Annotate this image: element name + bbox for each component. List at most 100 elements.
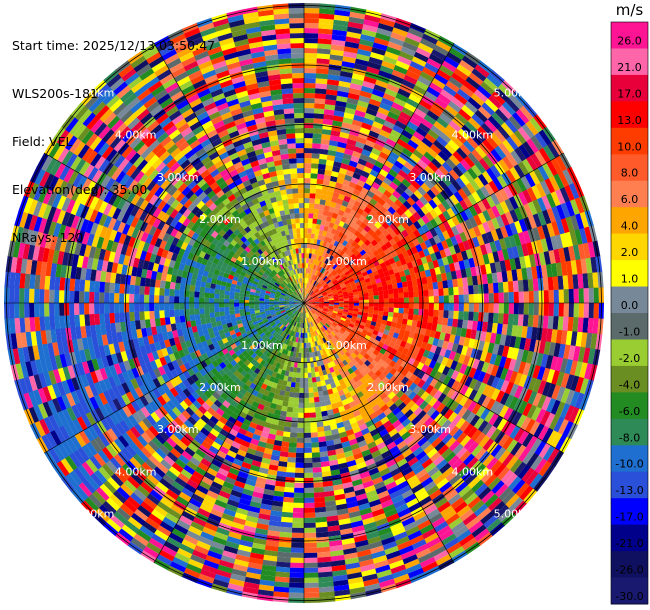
velocity-gate: [453, 303, 459, 312]
velocity-gate: [384, 210, 393, 219]
velocity-gate: [304, 338, 307, 343]
velocity-gate: [317, 277, 322, 283]
velocity-gate: [368, 295, 374, 300]
velocity-gate: [305, 293, 309, 299]
velocity-gate: [314, 265, 319, 271]
velocity-gate: [458, 242, 466, 253]
velocity-gate: [385, 115, 398, 125]
velocity-gate: [334, 219, 341, 226]
velocity-gate: [326, 271, 331, 277]
velocity-gate: [417, 226, 426, 236]
velocity-gate: [292, 522, 304, 528]
velocity-gate: [335, 236, 342, 243]
velocity-gate: [484, 242, 493, 254]
velocity-gate: [370, 266, 378, 273]
velocity-gate: [303, 517, 316, 523]
velocity-gate: [506, 136, 519, 151]
velocity-gate: [304, 98, 315, 104]
velocity-gate: [321, 291, 327, 295]
velocity-gate: [306, 293, 309, 299]
velocity-gate: [486, 231, 495, 243]
velocity-gate: [293, 502, 304, 508]
velocity-gate: [410, 246, 419, 255]
velocity-gate: [513, 164, 525, 179]
velocity-gate: [385, 226, 394, 234]
velocity-gate: [445, 104, 459, 117]
velocity-gate: [304, 78, 316, 84]
velocity-gate: [318, 299, 324, 302]
velocity-gate: [578, 288, 584, 304]
velocity-gate: [397, 224, 406, 233]
velocity-gate: [353, 114, 365, 123]
velocity-gate: [394, 248, 403, 256]
velocity-gate: [375, 79, 389, 89]
velocity-gate: [403, 308, 409, 315]
velocity-gate: [398, 303, 404, 309]
velocity-gate: [288, 442, 297, 448]
velocity-gate: [296, 447, 304, 453]
velocity-gate: [465, 267, 472, 278]
velocity-gate: [337, 269, 343, 275]
velocity-gate: [429, 218, 439, 229]
velocity-gate: [416, 208, 426, 218]
velocity-gate: [317, 43, 332, 50]
velocity-gate: [326, 84, 339, 91]
velocity-gate: [387, 111, 400, 121]
velocity-gate: [548, 250, 556, 265]
velocity-gate: [434, 215, 443, 226]
velocity-gate: [304, 213, 309, 219]
velocity-gate: [320, 143, 330, 150]
velocity-gate: [372, 194, 381, 202]
velocity-gate: [382, 55, 398, 65]
velocity-gate: [362, 80, 376, 90]
velocity-gate: [588, 287, 594, 304]
velocity-gate: [337, 172, 346, 180]
velocity-gate: [392, 312, 399, 318]
velocity-gate: [378, 70, 392, 79]
velocity-gate: [378, 298, 384, 304]
velocity-gate: [421, 137, 434, 148]
velocity-gate: [431, 274, 438, 283]
velocity-gate: [413, 84, 427, 96]
velocity-gate: [453, 261, 461, 271]
velocity-gate: [473, 311, 479, 322]
velocity-gate: [364, 14, 381, 23]
velocity-gate: [353, 250, 360, 257]
velocity-gate: [303, 347, 307, 353]
velocity-gate: [446, 218, 456, 229]
velocity-gate: [495, 215, 505, 228]
velocity-gate: [392, 27, 409, 37]
velocity-gate: [417, 186, 427, 197]
velocity-gate: [345, 36, 361, 44]
velocity-gate: [421, 224, 430, 234]
velocity-gate: [304, 263, 307, 268]
velocity-gate: [340, 284, 346, 289]
velocity-gate: [463, 196, 473, 209]
velocity-gate: [344, 270, 351, 276]
velocity-gate: [359, 222, 367, 230]
velocity-gate: [484, 98, 499, 113]
velocity-gate: [325, 265, 331, 271]
velocity-gate: [334, 265, 340, 272]
velocity-gate: [318, 436, 326, 443]
velocity-gate: [427, 161, 439, 173]
velocity-gate: [318, 285, 323, 290]
velocity-gate: [314, 270, 319, 276]
velocity-gate: [517, 126, 531, 142]
velocity-gate: [368, 210, 377, 218]
velocity-gate: [388, 298, 394, 304]
velocity-gate: [558, 303, 564, 317]
velocity-gate: [349, 11, 366, 20]
velocity-gate: [304, 103, 315, 109]
velocity-gate: [301, 342, 304, 348]
velocity-gate: [318, 296, 324, 300]
velocity-gate: [308, 218, 313, 224]
velocity-gate: [401, 318, 408, 325]
velocity-gate: [291, 527, 304, 533]
velocity-gate: [445, 124, 459, 136]
velocity-gate: [434, 182, 444, 193]
velocity-gate: [503, 303, 509, 314]
velocity-gate: [375, 264, 382, 271]
velocity-gate: [336, 198, 344, 205]
